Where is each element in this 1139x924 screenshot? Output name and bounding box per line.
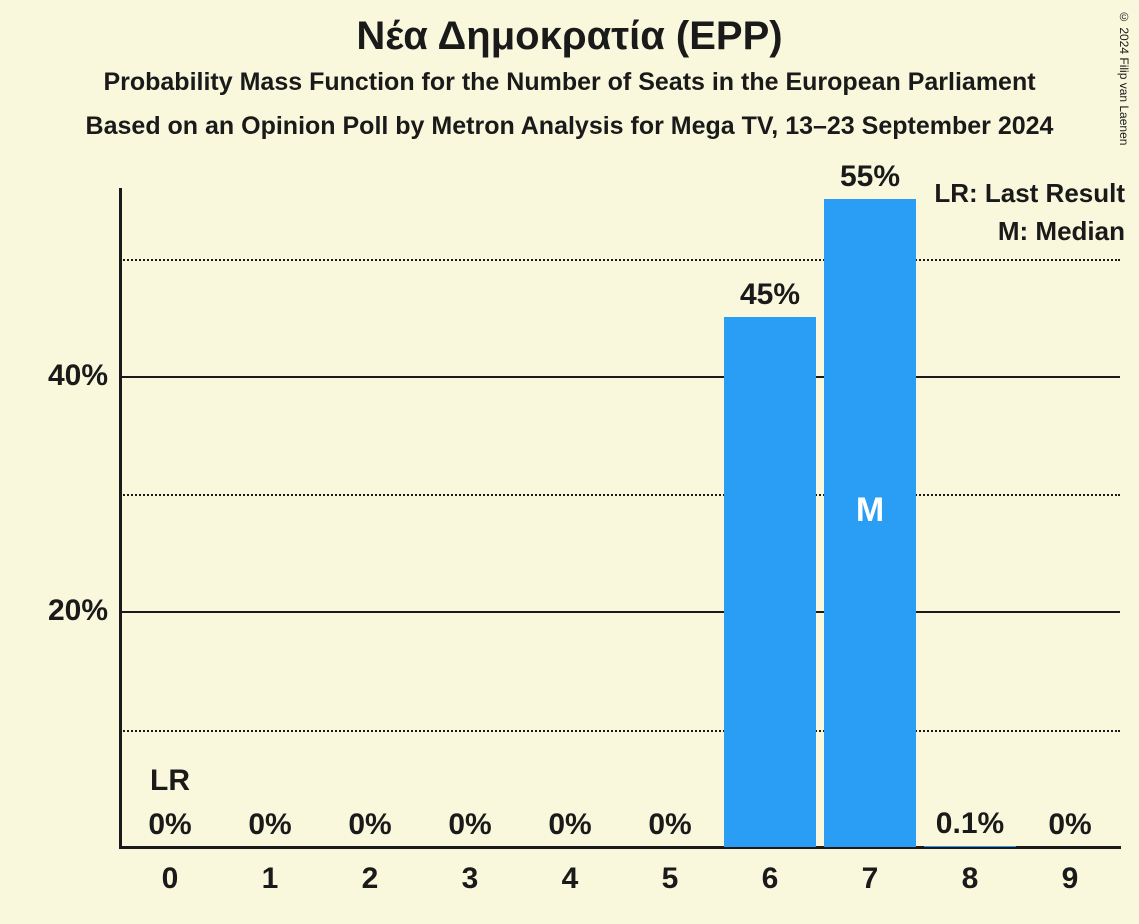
x-tick-label: 8	[920, 862, 1020, 896]
bar-value-label: 0.1%	[920, 807, 1020, 841]
bar-value-label: 0%	[220, 808, 320, 842]
bar-value-label: 0%	[420, 808, 520, 842]
chart-subtitle-2: Based on an Opinion Poll by Metron Analy…	[0, 112, 1139, 141]
x-tick-label: 3	[420, 862, 520, 896]
bar	[724, 317, 816, 847]
x-tick-label: 5	[620, 862, 720, 896]
bar-value-label: 55%	[820, 160, 920, 194]
bar-value-label: 0%	[620, 808, 720, 842]
x-tick-label: 1	[220, 862, 320, 896]
x-tick-label: 0	[120, 862, 220, 896]
bar-value-label: 0%	[520, 808, 620, 842]
median-marker: M	[820, 491, 920, 530]
gridline-major	[120, 611, 1120, 613]
bar-value-label: 45%	[720, 278, 820, 312]
gridline-major	[120, 376, 1120, 378]
x-tick-label: 4	[520, 862, 620, 896]
legend-m: M: Median	[998, 216, 1125, 247]
bar-value-label: 0%	[120, 808, 220, 842]
y-tick-label: 20%	[28, 594, 108, 628]
plot-area: 0%0%0%0%0%0%45%55%0.1%0%LRM	[120, 188, 1120, 848]
gridline-minor	[120, 730, 1120, 732]
gridline-minor	[120, 259, 1120, 261]
chart-container: Νέα Δημοκρατία (EPP) Probability Mass Fu…	[0, 0, 1139, 924]
y-axis	[119, 188, 122, 848]
legend-lr: LR: Last Result	[934, 178, 1125, 209]
bar-value-label: 0%	[320, 808, 420, 842]
chart-subtitle-1: Probability Mass Function for the Number…	[0, 68, 1139, 97]
copyright-text: © 2024 Filip van Laenen	[1117, 10, 1131, 145]
bar-value-label: 0%	[1020, 808, 1120, 842]
lr-marker: LR	[120, 764, 220, 798]
x-tick-label: 7	[820, 862, 920, 896]
x-tick-label: 9	[1020, 862, 1120, 896]
gridline-minor	[120, 494, 1120, 496]
x-tick-label: 6	[720, 862, 820, 896]
chart-title: Νέα Δημοκρατία (EPP)	[0, 14, 1139, 59]
x-tick-label: 2	[320, 862, 420, 896]
y-tick-label: 40%	[28, 359, 108, 393]
bar	[924, 846, 1016, 847]
